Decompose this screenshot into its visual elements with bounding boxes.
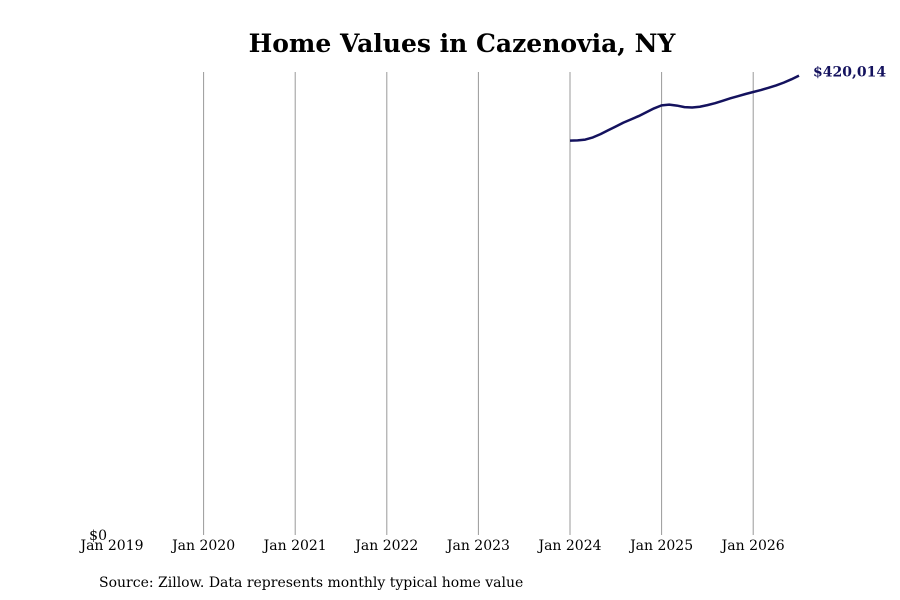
y-tick-label: $0 bbox=[89, 528, 107, 544]
x-tick-label: Jan 2020 bbox=[170, 538, 235, 554]
x-tick-label: Jan 2019 bbox=[78, 538, 143, 554]
source-note: Source: Zillow. Data represents monthly … bbox=[99, 575, 523, 591]
x-tick-label: Jan 2025 bbox=[628, 538, 693, 554]
x-tick-label: Jan 2026 bbox=[720, 538, 785, 554]
x-tick-label: Jan 2024 bbox=[536, 538, 601, 554]
x-tick-label: Jan 2021 bbox=[262, 538, 327, 554]
value-label: $420,014 bbox=[813, 65, 886, 81]
chart-title: Home Values in Cazenovia, NY bbox=[249, 29, 677, 58]
x-tick-label: Jan 2023 bbox=[445, 538, 510, 554]
data-line bbox=[569, 74, 800, 142]
x-tick-label: Jan 2022 bbox=[353, 538, 418, 554]
